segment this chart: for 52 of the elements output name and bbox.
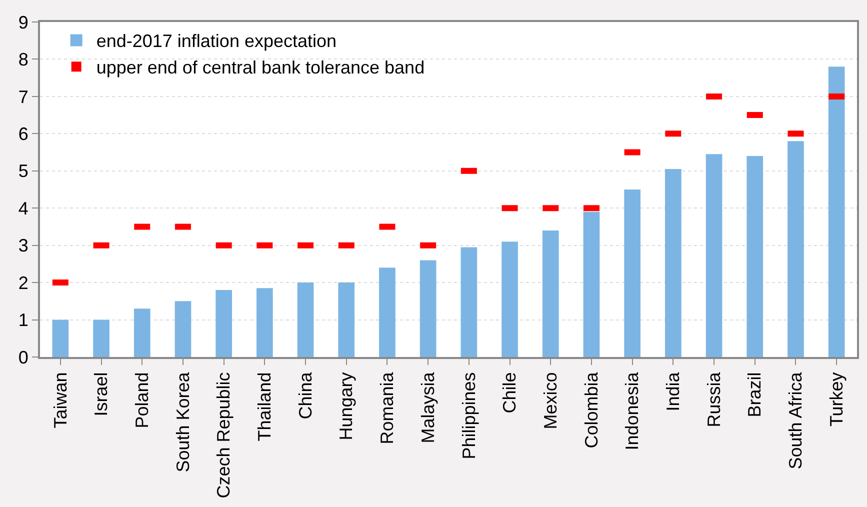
x-tick-label: Czech Republic (214, 372, 234, 498)
bar (134, 308, 150, 357)
bar (828, 66, 845, 357)
bar (420, 260, 436, 357)
y-tick-label: 4 (18, 198, 28, 218)
bar (460, 247, 478, 357)
x-tick-label: Philippines (458, 372, 479, 460)
bar (746, 156, 764, 357)
bar (706, 154, 722, 357)
x-tick-label: Brazil (744, 372, 765, 418)
x-tick-label: Colombia (581, 371, 602, 448)
bar (542, 230, 559, 357)
legend-label: upper end of central bank tolerance band (96, 58, 425, 78)
y-tick-label: 0 (18, 347, 28, 368)
x-tick-label: Poland (132, 372, 152, 428)
y-tick-label: 7 (18, 86, 28, 107)
bar (174, 301, 192, 357)
bar (502, 242, 518, 357)
x-tick-label: Turkey (826, 372, 846, 427)
y-tick-label: 9 (18, 12, 28, 32)
x-tick-label: China (295, 371, 316, 420)
bar (665, 169, 682, 357)
y-tick-label: 8 (18, 50, 28, 70)
bar (788, 141, 804, 357)
y-tick-label: 5 (18, 161, 28, 182)
bar (93, 320, 110, 357)
x-tick-label: South Korea (172, 371, 193, 472)
x-tick-label: Mexico (540, 372, 560, 430)
bar (52, 320, 69, 357)
bar (297, 282, 314, 357)
y-tick-label: 2 (18, 272, 28, 293)
bar (624, 190, 640, 357)
x-tick-label: Malaysia (418, 371, 438, 444)
x-tick-label: Thailand (254, 372, 275, 442)
x-tick-label: Russia (704, 371, 724, 428)
bar (216, 290, 232, 357)
legend-label: end-2017 inflation expectation (96, 31, 337, 52)
x-tick-label: Israel (91, 372, 112, 416)
x-tick-label: Romania (377, 371, 398, 444)
bar (379, 268, 396, 357)
y-tick-label: 1 (18, 310, 28, 330)
x-tick-label: Indonesia (622, 371, 642, 450)
x-tick-label: South Africa (786, 371, 806, 470)
x-tick-label: Taiwan (50, 372, 70, 428)
bar (583, 212, 600, 357)
y-tick-label: 6 (18, 124, 28, 144)
x-tick-label: Hungary (336, 372, 356, 440)
x-tick-label: Chile (500, 372, 520, 414)
bar (338, 282, 355, 357)
x-tick-label: India (663, 371, 684, 412)
bar (256, 288, 273, 357)
y-tick-label: 3 (18, 236, 28, 256)
